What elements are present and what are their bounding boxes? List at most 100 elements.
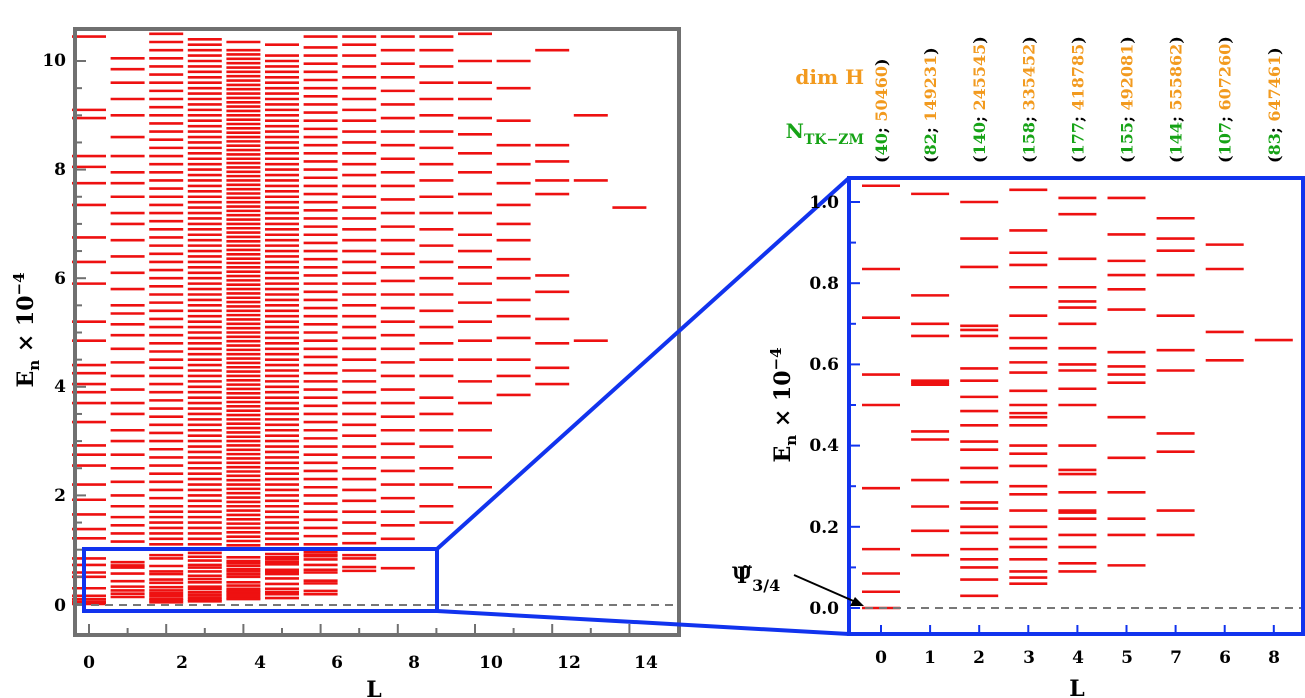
right-frame — [847, 176, 1305, 636]
left-x-tick-0: 0 — [83, 653, 95, 673]
count-label-5-part-1: 155 — [1118, 122, 1137, 155]
left-x-tick-10: 10 — [479, 653, 503, 673]
count-label-6-part-3: 555862 — [1167, 44, 1186, 111]
right-x-tick-8: 8 — [1268, 648, 1280, 668]
left-panel: 0 2 4 6 8 10 12 14 0 2 4 6 8 10 L En × 1… — [10, 27, 681, 698]
count-label-3-part-2: ; — [1019, 111, 1038, 122]
left-y-axis-title-sub: n — [25, 360, 43, 371]
count-label-0-part-0: ( — [872, 155, 891, 163]
count-label-1: (82; 149231) — [921, 47, 940, 163]
right-x-ticks — [880, 625, 1275, 632]
left-x-tick-2: 2 — [176, 653, 188, 673]
right-y-axis-title-exp: −4 — [767, 347, 785, 370]
count-label-7-part-2: ; — [1216, 111, 1235, 122]
ground-state-symbol: Ψ̃ — [732, 563, 752, 589]
count-label-8-part-0: ( — [1265, 155, 1284, 163]
right-x-tick-6: 6 — [1219, 648, 1231, 668]
count-label-7-part-4: ) — [1216, 36, 1235, 44]
count-label-7-part-0: ( — [1216, 155, 1235, 163]
count-label-3: (158; 335452) — [1019, 36, 1038, 163]
left-y-axis-title-exp: −4 — [10, 272, 28, 295]
right-y-ticks — [851, 201, 860, 609]
count-label-7-part-3: 607260 — [1216, 44, 1235, 111]
left-x-axis-title: L — [366, 677, 381, 698]
dim-h-label: dim H — [795, 65, 864, 89]
left-y-tick-6: 6 — [54, 269, 66, 289]
count-label-4-part-4: ) — [1068, 36, 1087, 44]
right-y-tick-0.8: 0.8 — [809, 274, 839, 294]
count-label-5-part-0: ( — [1118, 155, 1137, 163]
count-label-6-part-1: 144 — [1167, 122, 1186, 155]
right-x-tick-7: 7 — [1170, 648, 1182, 668]
zoom-region — [82, 547, 439, 613]
left-y-axis-title-main: E — [13, 371, 39, 388]
count-label-2-part-3: 245545 — [970, 44, 989, 111]
count-label-2-part-0: ( — [970, 155, 989, 163]
ntk-zm-label-sub: TK−ZM — [804, 132, 864, 148]
count-label-0-part-1: 40 — [872, 133, 891, 155]
right-x-tick-1: 1 — [924, 648, 936, 668]
left-x-tick-14: 14 — [634, 653, 658, 673]
count-label-8-part-1: 83 — [1265, 133, 1284, 155]
right-x-tick-4: 4 — [1072, 648, 1084, 668]
count-label-5: (155; 492081) — [1118, 36, 1137, 163]
right-levels — [862, 184, 1293, 610]
count-label-6-part-4: ) — [1167, 36, 1186, 44]
count-label-3-part-1: 158 — [1019, 122, 1038, 155]
left-x-tick-6: 6 — [331, 653, 343, 673]
left-y-tick-0: 0 — [54, 596, 66, 616]
count-label-4-part-0: ( — [1068, 155, 1087, 163]
right-y-tick-0.6: 0.6 — [809, 355, 839, 375]
count-label-0-part-4: ) — [872, 58, 891, 66]
right-y-tick-0.0: 0.0 — [809, 599, 839, 619]
right-y-axis-title-tail: × 10 — [770, 370, 796, 434]
right-y-axis-title-main: E — [770, 446, 796, 463]
count-label-4-part-1: 177 — [1068, 122, 1087, 155]
count-label-5-part-2: ; — [1118, 111, 1137, 122]
right-y-axis-title-sub: n — [782, 435, 800, 446]
count-label-4-part-3: 418785 — [1068, 44, 1087, 111]
count-label-5-part-4: ) — [1118, 36, 1137, 44]
right-x-tick-0: 0 — [875, 648, 887, 668]
count-label-4-part-2: ; — [1068, 111, 1087, 122]
count-label-0: (40; 50460) — [872, 58, 891, 163]
ground-state-subscript: 3/4 — [752, 576, 780, 595]
count-label-5-part-3: 492081 — [1118, 44, 1137, 111]
count-label-8: (83; 647461) — [1265, 47, 1284, 163]
left-levels — [72, 32, 647, 606]
count-label-1-part-0: ( — [921, 155, 940, 163]
ntk-zm-label-main: N — [786, 119, 804, 143]
ground-state-label: Ψ̃3/4 — [732, 563, 780, 595]
count-label-3-part-0: ( — [1019, 155, 1038, 163]
left-y-tick-2: 2 — [54, 486, 66, 506]
count-label-1-part-4: ) — [921, 47, 940, 55]
count-label-7: (107; 607260) — [1216, 36, 1235, 163]
count-label-0-part-2: ; — [872, 122, 891, 133]
right-y-tick-1.0: 1.0 — [809, 193, 839, 213]
column-count-labels: (40; 50460)(82; 149231)(140; 245545)(158… — [872, 36, 1284, 163]
count-label-3-part-4: ) — [1019, 36, 1038, 44]
left-x-tick-8: 8 — [408, 653, 420, 673]
left-x-tick-12: 12 — [557, 653, 581, 673]
count-label-1-part-1: 82 — [921, 133, 940, 155]
ground-state-arrow — [793, 574, 859, 604]
right-y-axis-title: En × 10−4 — [767, 347, 800, 462]
count-label-6-part-0: ( — [1167, 155, 1186, 163]
count-label-6-part-2: ; — [1167, 111, 1186, 122]
count-label-2: (140; 245545) — [970, 36, 989, 163]
count-label-8-part-3: 647461 — [1265, 55, 1284, 122]
left-x-ticks — [88, 624, 631, 633]
left-y-tick-10: 10 — [42, 51, 66, 71]
zoom-connector-top — [435, 176, 851, 551]
count-label-8-part-2: ; — [1265, 122, 1284, 133]
left-y-ticks — [77, 60, 86, 605]
count-label-1-part-3: 149231 — [921, 55, 940, 122]
right-x-tick-3: 3 — [1023, 648, 1035, 668]
count-label-2-part-1: 140 — [970, 122, 989, 155]
left-x-tick-4: 4 — [254, 653, 266, 673]
count-label-8-part-4: ) — [1265, 47, 1284, 55]
count-label-4: (177; 418785) — [1068, 36, 1087, 163]
count-label-3-part-3: 335452 — [1019, 44, 1038, 111]
right-x-axis-title: L — [1069, 676, 1084, 698]
